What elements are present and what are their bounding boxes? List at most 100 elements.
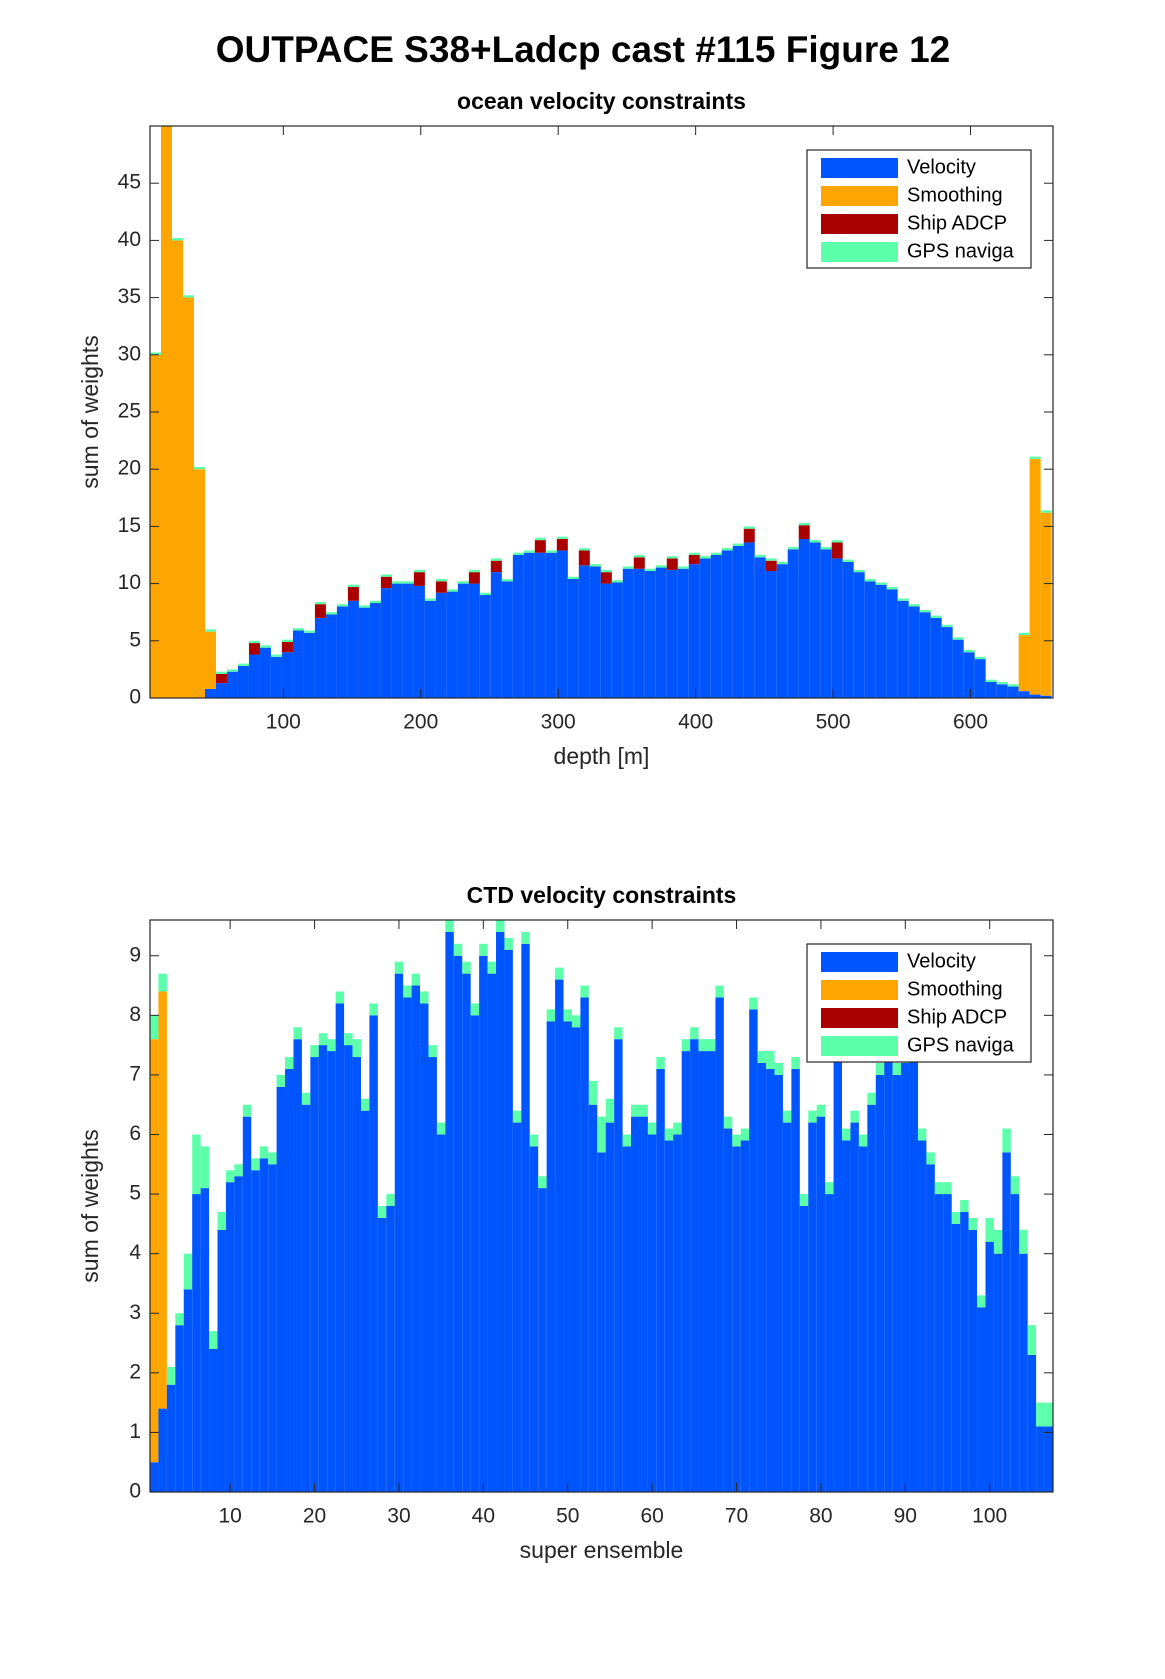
legend-label: Smoothing xyxy=(907,978,1003,1000)
bar-segment xyxy=(462,973,471,1492)
bar-segment xyxy=(580,997,589,1492)
bar-segment xyxy=(225,1182,235,1492)
bar-segment xyxy=(633,568,645,698)
bar-segment xyxy=(798,522,810,526)
bar-segment xyxy=(504,949,513,1492)
bar-segment xyxy=(886,589,898,698)
bar-segment xyxy=(571,1015,581,1028)
bar-segment xyxy=(908,604,920,607)
bar-segment xyxy=(386,1206,395,1492)
bar-segment xyxy=(732,543,744,546)
x-tick-label: 500 xyxy=(816,711,851,734)
bar-segment xyxy=(996,684,1008,698)
bar-segment xyxy=(688,552,700,555)
bar-segment xyxy=(420,991,429,1004)
bar-segment xyxy=(960,1200,969,1212)
bar-segment xyxy=(850,1122,859,1492)
bar-segment xyxy=(892,1063,902,1075)
bar-segment xyxy=(578,550,590,566)
bar-segment xyxy=(358,607,370,698)
x-tick-label: 90 xyxy=(894,1505,917,1528)
bar-segment xyxy=(285,1068,294,1492)
bar-segment xyxy=(436,1134,446,1492)
bar-segment xyxy=(446,591,458,698)
bar-segment xyxy=(150,1462,159,1492)
x-tick-label: 100 xyxy=(972,1505,1007,1528)
bar-segment xyxy=(567,579,579,698)
bar-segment xyxy=(656,1068,665,1492)
bar-segment xyxy=(963,652,975,698)
bar-segment xyxy=(951,1211,961,1224)
bar-segment xyxy=(791,1057,800,1069)
bar-segment xyxy=(1040,510,1052,513)
bar-segment xyxy=(853,572,865,698)
y-tick-label: 6 xyxy=(129,1122,141,1145)
y-tick-label: 15 xyxy=(118,514,141,537)
bar-segment xyxy=(175,1325,184,1492)
plot-area xyxy=(150,920,1053,1492)
bar-segment xyxy=(292,630,304,698)
bar-segment xyxy=(732,545,744,698)
legend-label: Smoothing xyxy=(907,184,1003,206)
bar-segment xyxy=(600,569,612,573)
bar-segment xyxy=(360,1110,370,1492)
bar-segment xyxy=(985,1241,994,1492)
bar-segment xyxy=(237,663,249,666)
bar-segment xyxy=(446,589,458,592)
bar-segment xyxy=(787,546,799,550)
x-tick-label: 60 xyxy=(640,1505,663,1528)
bar-segment xyxy=(791,1068,800,1492)
bar-segment xyxy=(723,1128,733,1492)
bar-segment xyxy=(715,997,724,1492)
bar-segment xyxy=(655,567,667,698)
bar-segment xyxy=(875,1074,885,1492)
bar-segment xyxy=(556,538,568,551)
bar-segment xyxy=(633,557,645,569)
bar-segment xyxy=(757,1051,767,1063)
bar-segment xyxy=(622,1134,632,1147)
bar-segment xyxy=(160,126,172,698)
bar-segment xyxy=(347,584,359,588)
bar-segment xyxy=(884,1057,893,1492)
bar-segment xyxy=(732,1134,741,1147)
bar-segment xyxy=(809,540,821,543)
bar-segment xyxy=(1018,691,1030,698)
bar-segment xyxy=(1007,686,1019,698)
plot-area xyxy=(150,126,1052,698)
bar-segment xyxy=(555,967,564,980)
bar-segment xyxy=(545,550,557,553)
bar-segment xyxy=(1036,1402,1045,1427)
bar-segment xyxy=(831,542,843,559)
bar-segment xyxy=(622,568,634,698)
bar-segment xyxy=(875,582,887,585)
bar-segment xyxy=(479,595,491,698)
bar-segment xyxy=(183,1253,193,1290)
bar-segment xyxy=(259,1146,269,1159)
bar-segment xyxy=(259,1158,269,1492)
bar-segment xyxy=(782,1110,792,1123)
x-axis-label: super ensemble xyxy=(520,1537,684,1563)
bar-segment xyxy=(886,587,898,590)
bar-segment xyxy=(985,681,997,698)
bar-segment xyxy=(867,1092,876,1105)
bar-segment xyxy=(968,1217,978,1230)
y-tick-label: 1 xyxy=(129,1420,141,1443)
bar-segment xyxy=(1002,1128,1011,1153)
bar-segment xyxy=(656,1057,665,1069)
bar-segment xyxy=(453,955,463,1492)
legend-swatch xyxy=(821,952,898,972)
y-tick-label: 3 xyxy=(129,1301,141,1324)
bar-segment xyxy=(864,579,876,582)
bar-segment xyxy=(666,569,678,698)
bar-segment xyxy=(523,550,535,553)
bar-segment xyxy=(301,1104,311,1492)
bar-segment xyxy=(420,1003,429,1492)
bar-segment xyxy=(182,297,194,698)
x-tick-label: 40 xyxy=(472,1505,495,1528)
bar-segment xyxy=(754,557,766,698)
bar-segment xyxy=(534,537,546,541)
bar-segment xyxy=(993,1253,1003,1492)
bar-segment xyxy=(158,1408,167,1492)
bar-segment xyxy=(403,997,412,1492)
bar-segment xyxy=(600,572,612,584)
